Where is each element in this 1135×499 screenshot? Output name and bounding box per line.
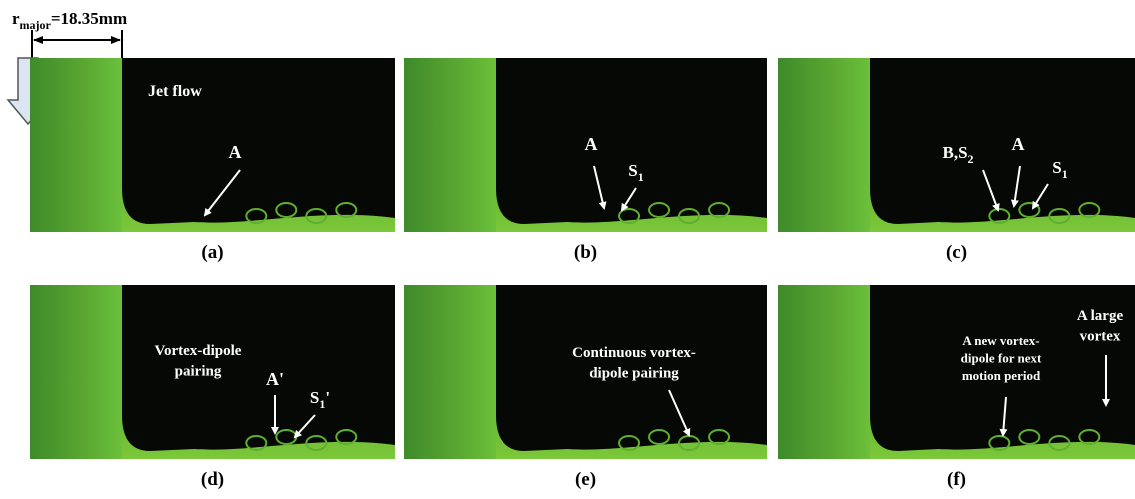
annotation-text: A [1012,134,1025,154]
scale-value: =18.35mm [51,9,127,28]
panel-label: (e) [575,469,596,490]
panel: (c) B,S2 A S1 [778,58,1135,263]
panel: (a) Jet flow A [30,58,395,263]
annotation-line: motion period [962,368,1041,383]
annotation: A' [266,369,284,389]
dark-region [496,58,767,224]
annotation-line: vortex [1080,328,1121,344]
annotation-text: S [1052,158,1061,177]
panel-label: (f) [947,469,966,490]
dark-region [870,58,1135,224]
panel-label: (c) [946,242,967,263]
annotation: A [229,142,242,162]
scale-subscript: major [20,18,52,32]
annotation: Jet flow [148,83,202,100]
panel-label: (d) [201,469,224,490]
annotation-text: A [229,142,242,162]
annotation-suffix: ' [325,388,330,407]
annotation: A new vortex-dipole for next motion perio… [961,333,1042,383]
jet-strip [404,58,496,232]
annotation-text: B,S [943,143,968,162]
jet-strip [404,285,496,459]
annotation-line: dipole pairing [589,365,679,381]
annotation: A [1012,134,1025,154]
annotation: A [585,134,598,154]
scale-label: rmajor=18.35mm [12,9,127,32]
panel-label: (a) [201,242,223,263]
annotation-line: A new vortex- [962,333,1039,348]
annotation-line: pairing [175,363,222,379]
dark-region [122,285,395,451]
annotation-line: Vortex-dipole [155,343,242,359]
annotation-subscript: 1 [1062,167,1068,181]
annotation-text: S [628,161,637,180]
annotation-text: A [585,134,598,154]
annotation-line: dipole for next [961,351,1042,366]
panel: (e) Continuous vortex-dipole pairing [404,285,767,490]
jet-strip [30,58,122,232]
jet-strip [778,58,870,232]
figure: rmajor=18.35mm (a)Jet flowA(b)AS1(c)B,S2… [0,0,1135,499]
annotation-text: A' [266,369,284,389]
annotation-subscript: 2 [968,152,974,166]
panel-label: (b) [574,242,597,263]
panel: (f) A new vortex-dipole for next motion pe… [778,285,1135,490]
annotation-subscript: 1 [638,170,644,184]
annotation-line: Continuous vortex- [572,345,696,361]
panel: (b) A S1 [404,58,767,263]
annotation-line: Jet flow [148,83,202,100]
annotation-text: S [310,388,319,407]
annotation-line: A large [1077,308,1124,324]
jet-strip [30,285,122,459]
jet-strip [778,285,870,459]
